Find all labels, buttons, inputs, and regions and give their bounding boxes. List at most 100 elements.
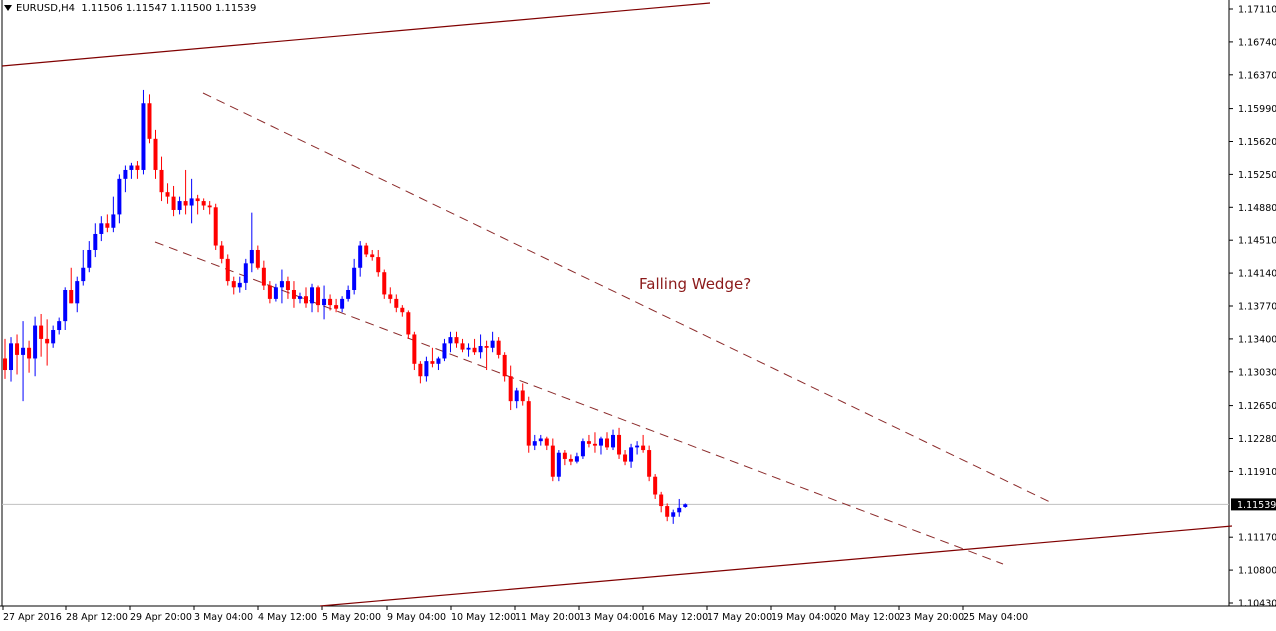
candle[interactable] — [147, 94, 152, 144]
candle[interactable] — [358, 241, 363, 277]
candle[interactable] — [15, 334, 20, 375]
candle[interactable] — [556, 450, 561, 482]
candle[interactable] — [508, 365, 513, 411]
candle[interactable] — [611, 429, 616, 451]
candle[interactable] — [183, 169, 188, 215]
candle[interactable] — [454, 331, 459, 348]
candle[interactable] — [442, 338, 447, 362]
candle[interactable] — [285, 276, 290, 299]
candle[interactable] — [213, 203, 218, 250]
candle[interactable] — [279, 269, 284, 304]
candle[interactable] — [219, 241, 224, 264]
candle[interactable] — [617, 427, 622, 459]
candle[interactable] — [629, 443, 634, 468]
candle[interactable] — [207, 201, 212, 215]
candle[interactable] — [544, 436, 549, 451]
candle[interactable] — [532, 434, 537, 451]
candle[interactable] — [334, 298, 339, 313]
candle[interactable] — [472, 338, 477, 355]
candle[interactable] — [51, 325, 56, 348]
candle[interactable] — [346, 285, 351, 302]
candle[interactable] — [376, 249, 381, 277]
candle[interactable] — [291, 281, 296, 308]
candle[interactable] — [562, 450, 567, 466]
candle[interactable] — [424, 356, 429, 382]
candle[interactable] — [466, 343, 471, 357]
candle[interactable] — [255, 245, 260, 270]
candle[interactable] — [418, 361, 423, 384]
candle[interactable] — [550, 438, 555, 482]
lower-channel-line[interactable] — [319, 525, 1233, 607]
candle[interactable] — [105, 214, 110, 233]
candle[interactable] — [93, 223, 98, 258]
candle[interactable] — [21, 321, 26, 402]
candle[interactable] — [249, 212, 254, 273]
candle[interactable] — [27, 340, 32, 373]
candle[interactable] — [87, 241, 92, 273]
candle[interactable] — [63, 287, 68, 331]
candle[interactable] — [201, 198, 206, 210]
candle[interactable] — [322, 285, 327, 320]
candle[interactable] — [237, 276, 242, 293]
candle[interactable] — [382, 269, 387, 299]
candle[interactable] — [243, 258, 248, 290]
candle[interactable] — [129, 162, 134, 179]
candle[interactable] — [3, 338, 7, 379]
candle[interactable] — [195, 194, 200, 215]
candle[interactable] — [490, 331, 495, 353]
candle[interactable] — [460, 338, 465, 353]
candle[interactable] — [671, 509, 676, 524]
candle[interactable] — [316, 285, 321, 313]
candle[interactable] — [297, 292, 302, 304]
candle[interactable] — [370, 249, 375, 261]
candle[interactable] — [653, 474, 658, 499]
upper-channel-line[interactable] — [1, 2, 711, 67]
dropdown-triangle-icon[interactable] — [4, 5, 12, 11]
candle[interactable] — [171, 185, 176, 217]
candle[interactable] — [45, 319, 50, 366]
candle[interactable] — [574, 452, 579, 464]
candle[interactable] — [33, 316, 38, 377]
candle[interactable] — [641, 434, 646, 453]
wedge-lower-line[interactable] — [154, 241, 1004, 565]
candle[interactable] — [123, 165, 128, 193]
candle[interactable] — [605, 432, 609, 451]
candle[interactable] — [39, 314, 44, 357]
candle[interactable] — [388, 287, 393, 304]
candle[interactable] — [400, 305, 405, 317]
candle[interactable] — [436, 356, 441, 371]
candle[interactable] — [135, 161, 140, 179]
candle[interactable] — [526, 396, 531, 453]
candle[interactable] — [57, 317, 62, 335]
candle[interactable] — [406, 310, 411, 339]
candle[interactable] — [111, 196, 116, 233]
candle[interactable] — [261, 260, 266, 290]
candle[interactable] — [364, 242, 369, 258]
candle[interactable] — [225, 254, 230, 286]
candle[interactable] — [310, 283, 315, 313]
candle[interactable] — [586, 434, 591, 448]
candle[interactable] — [328, 294, 333, 311]
candle[interactable] — [683, 503, 688, 508]
candle[interactable] — [478, 334, 483, 359]
candle[interactable] — [340, 296, 345, 313]
candle[interactable] — [623, 450, 628, 466]
candle[interactable] — [665, 503, 670, 522]
candle[interactable] — [165, 183, 170, 204]
candle[interactable] — [677, 498, 682, 517]
candle[interactable] — [635, 441, 640, 455]
candle[interactable] — [267, 281, 272, 304]
candle[interactable] — [448, 331, 453, 353]
candle[interactable] — [304, 287, 308, 308]
candle[interactable] — [352, 258, 357, 295]
candle[interactable] — [273, 283, 278, 302]
candle[interactable] — [75, 276, 80, 313]
candle[interactable] — [484, 340, 489, 371]
wedge-upper-line[interactable] — [202, 92, 1053, 504]
candle[interactable] — [598, 436, 603, 455]
candle[interactable] — [99, 216, 104, 242]
candle[interactable] — [514, 387, 519, 409]
candle[interactable] — [177, 196, 182, 215]
